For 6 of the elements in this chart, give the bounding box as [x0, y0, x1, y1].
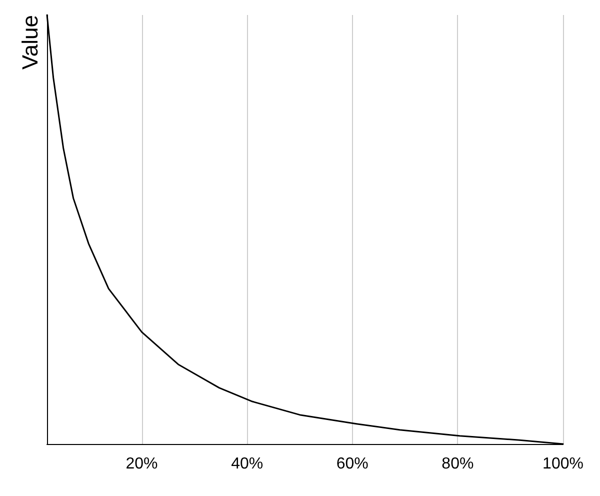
x-tick-label: 60% — [336, 456, 368, 472]
y-axis-title: Value — [18, 15, 42, 70]
x-tick-label: 20% — [126, 456, 158, 472]
x-tick-label: 100% — [542, 456, 584, 472]
x-tick-label: 40% — [231, 456, 264, 472]
x-tick-label: 80% — [442, 456, 474, 472]
